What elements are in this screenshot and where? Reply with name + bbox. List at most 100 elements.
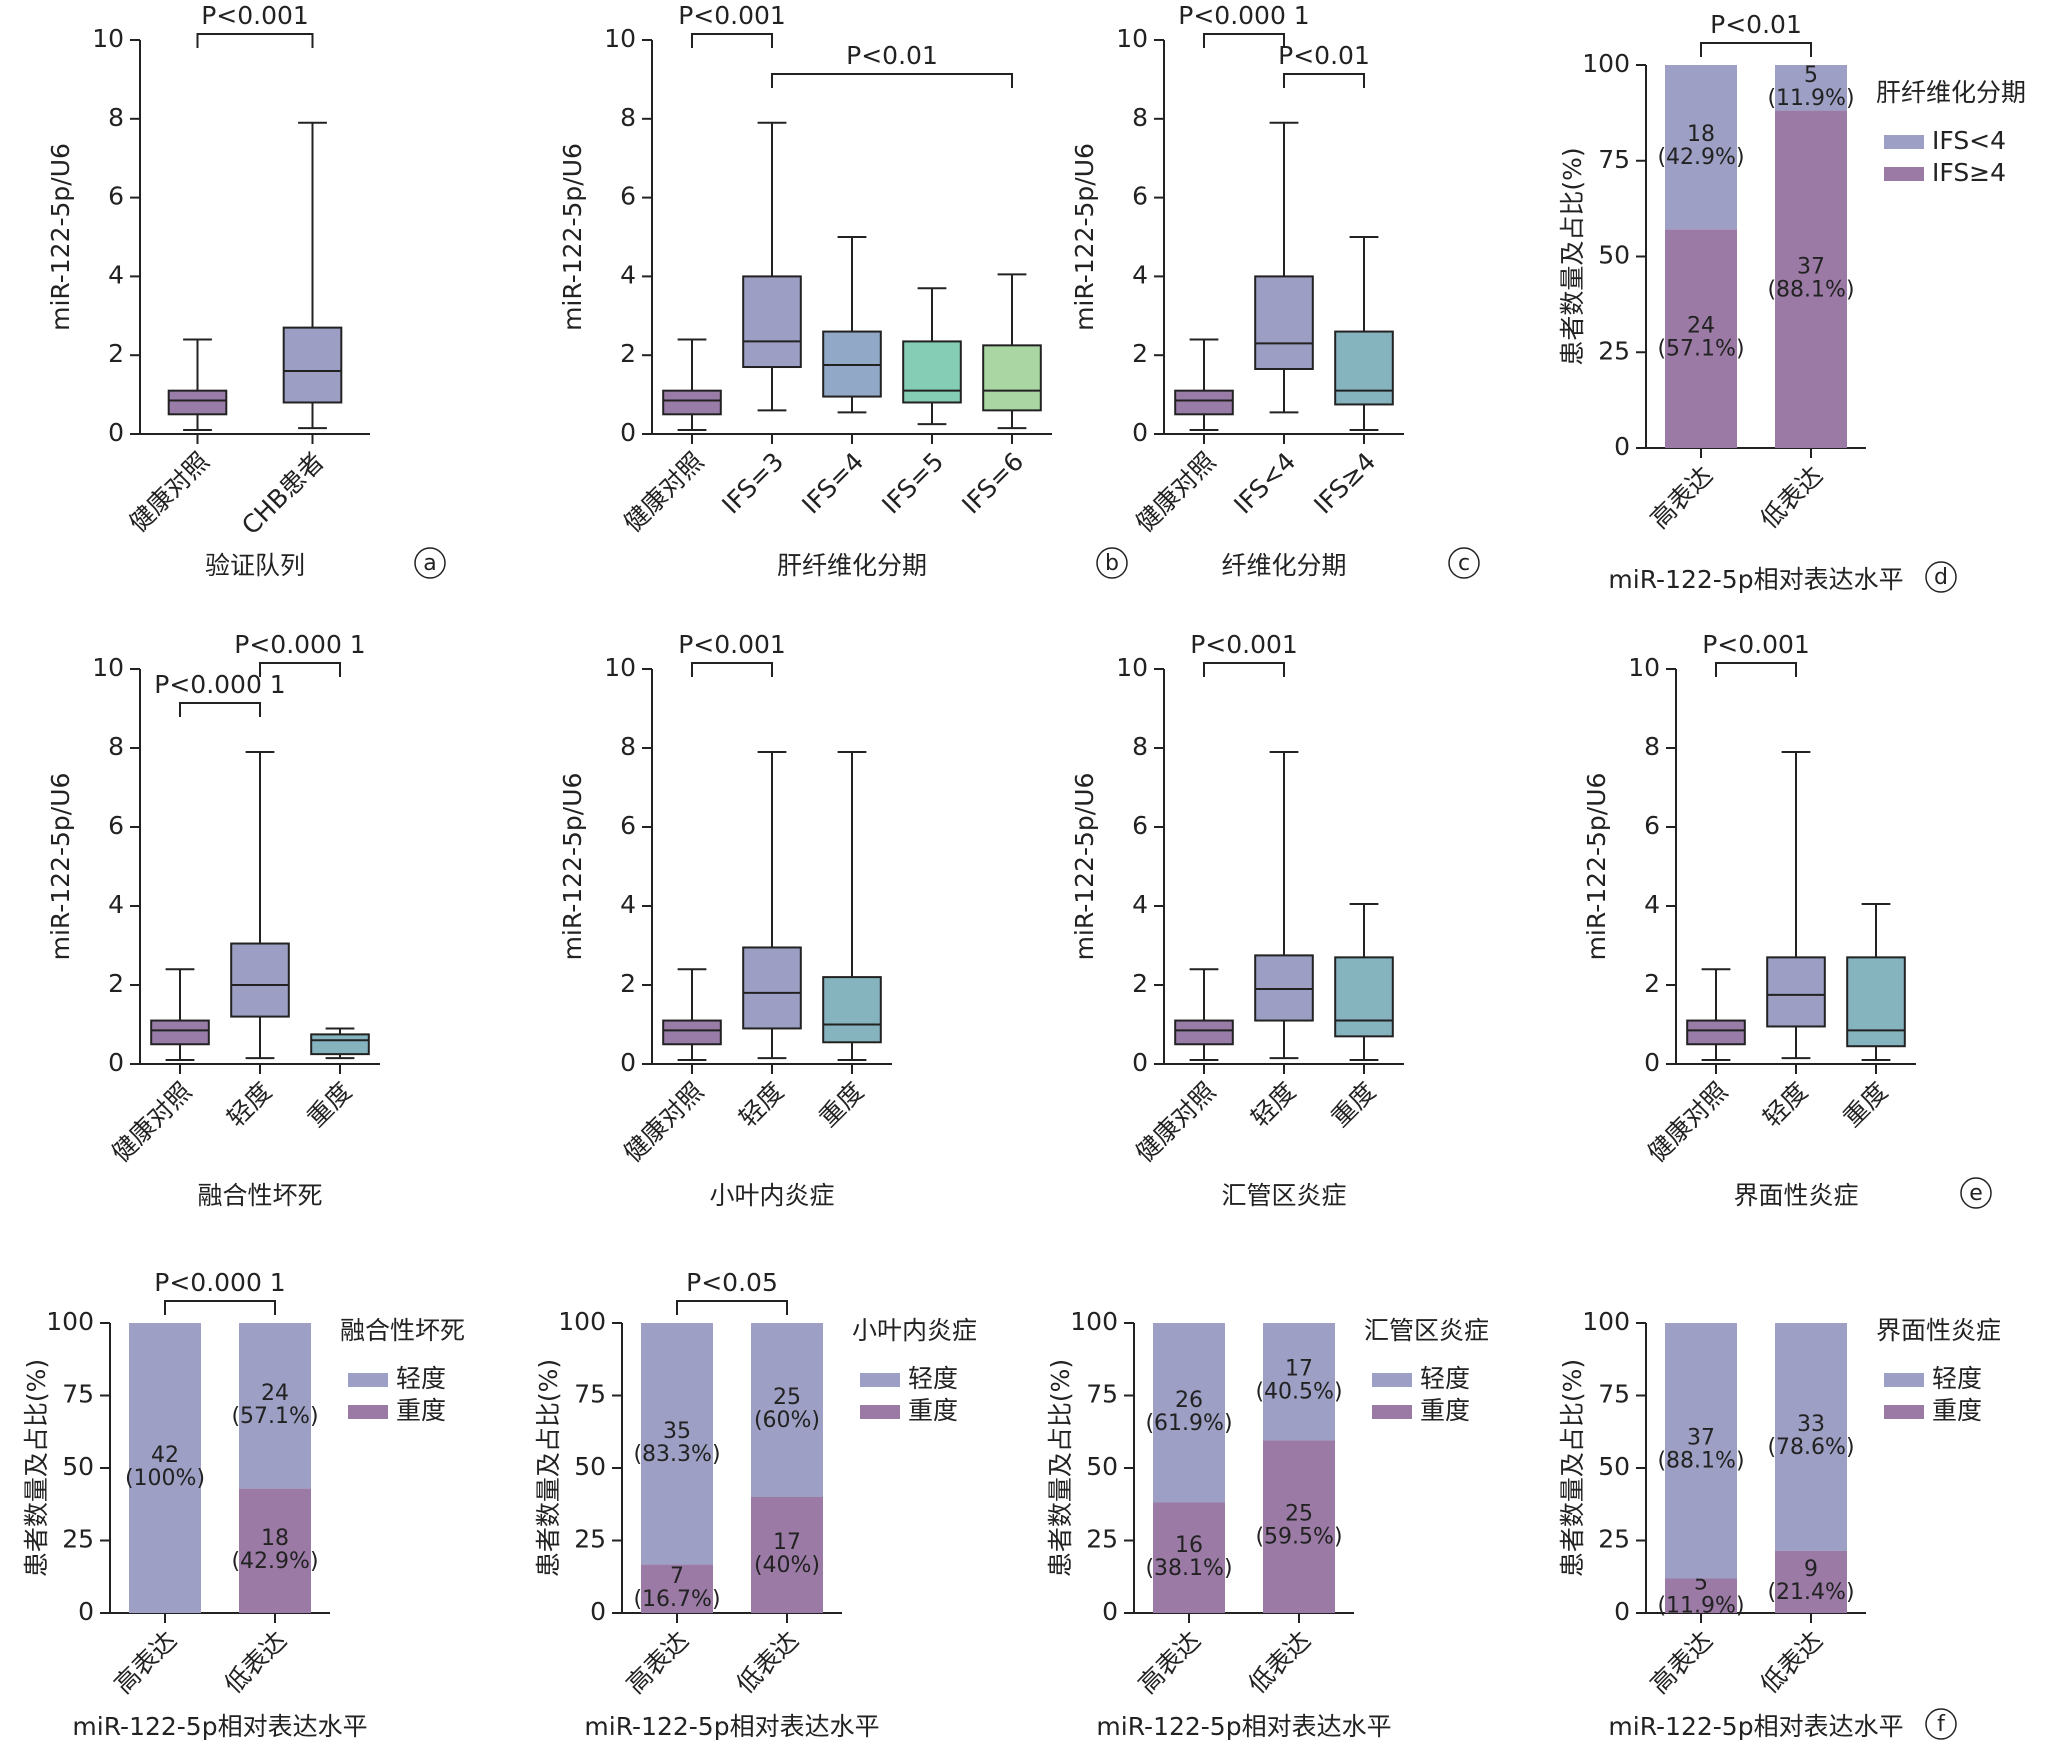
- y-tick-label: 10: [1116, 653, 1148, 682]
- box: [167, 389, 228, 416]
- y-tick-label: 2: [108, 969, 124, 998]
- legend-swatch: [348, 1405, 388, 1419]
- legend-swatch: [860, 1373, 900, 1387]
- value-label: (16.7%): [633, 1587, 720, 1612]
- count-label: 42: [151, 1443, 179, 1468]
- y-tick-label: 10: [604, 24, 636, 53]
- x-axis-label: 汇管区炎症: [1221, 1181, 1346, 1210]
- legend-swatch: [1372, 1405, 1412, 1419]
- count-label: 9: [1804, 1557, 1818, 1582]
- significance-bracket: [1203, 33, 1285, 48]
- bar-segment: [1665, 1578, 1737, 1613]
- count-label: 18: [1687, 122, 1715, 147]
- x-tick-label: 低表达: [1755, 461, 1829, 535]
- significance-bracket: [1700, 42, 1812, 57]
- bar-segment: [1153, 1502, 1225, 1613]
- y-tick-label: 4: [1132, 260, 1148, 289]
- panel-badge: [1096, 547, 1128, 579]
- bar-segment: [1263, 1323, 1335, 1441]
- x-tick-label: 健康对照: [106, 1077, 197, 1168]
- x-tick-label: 重度: [813, 1077, 869, 1133]
- y-tick-label: 6: [1644, 811, 1660, 840]
- y-tick-label: 2: [1132, 339, 1148, 368]
- significance-bracket: [771, 73, 1013, 88]
- y-tick-label: 100: [558, 1307, 606, 1336]
- y-tick-label: 8: [620, 103, 636, 132]
- x-tick-label: 重度: [1837, 1077, 1893, 1133]
- value-label: (21.4%): [1767, 1580, 1854, 1605]
- y-tick-label: 75: [1598, 145, 1630, 174]
- legend-label: 轻度: [1420, 1364, 1470, 1393]
- y-tick-label: 6: [108, 182, 124, 211]
- value-label: (11.9%): [1657, 1594, 1744, 1619]
- significance-label: P<0.001: [678, 630, 786, 659]
- legend-swatch: [1884, 167, 1924, 181]
- count-label: 24: [261, 1381, 289, 1406]
- bar-segment: [1775, 1323, 1847, 1551]
- x-tick-label: IFS=6: [956, 447, 1029, 520]
- value-label: (100%): [125, 1466, 205, 1491]
- y-tick-label: 50: [1598, 241, 1630, 270]
- value-label: (42.9%): [1657, 145, 1744, 170]
- y-tick-label: 0: [620, 1048, 636, 1077]
- significance-bracket: [164, 1300, 276, 1315]
- value-label: (60%): [754, 1408, 820, 1433]
- y-tick-label: 75: [1598, 1380, 1630, 1409]
- y-tick-label: 10: [1628, 653, 1660, 682]
- count-label: 37: [1797, 254, 1825, 279]
- count-label: 24: [1687, 314, 1715, 339]
- x-tick-label: IFS≥4: [1308, 447, 1381, 520]
- count-label: 5: [1804, 63, 1818, 88]
- legend-label: 重度: [396, 1396, 446, 1425]
- y-tick-label: 6: [108, 811, 124, 840]
- y-axis-label: 患者数量及占比(%): [1046, 1359, 1075, 1577]
- y-tick-label: 10: [604, 653, 636, 682]
- x-tick-label: 高表达: [1645, 1626, 1719, 1700]
- value-label: (40.5%): [1255, 1380, 1342, 1405]
- panel-letter: d: [1934, 565, 1948, 590]
- y-tick-label: 0: [78, 1597, 94, 1626]
- x-tick-label: 高表达: [1133, 1626, 1207, 1700]
- bar-segment: [1665, 229, 1737, 448]
- box: [1766, 956, 1826, 1028]
- y-tick-label: 0: [1614, 432, 1630, 461]
- x-tick-label: 轻度: [1245, 1077, 1301, 1133]
- x-tick-label: 重度: [1325, 1077, 1381, 1133]
- box: [742, 275, 802, 369]
- x-tick-label: IFS=4: [796, 447, 869, 520]
- panel-badge: [1448, 547, 1480, 579]
- y-axis-label: miR-122-5p/U6: [46, 143, 75, 331]
- x-tick-label: 健康对照: [1642, 1077, 1733, 1168]
- x-tick-label: 低表达: [219, 1626, 293, 1700]
- value-label: (57.1%): [1657, 337, 1744, 362]
- box: [1334, 330, 1394, 406]
- panel-badge: [414, 547, 446, 579]
- legend-title: 融合性坏死: [340, 1316, 465, 1345]
- y-tick-label: 6: [620, 811, 636, 840]
- y-tick-label: 10: [92, 24, 124, 53]
- y-axis-label: 患者数量及占比(%): [1558, 147, 1587, 365]
- bar-segment: [239, 1488, 311, 1613]
- y-tick-label: 2: [620, 339, 636, 368]
- count-label: 37: [1687, 1426, 1715, 1451]
- significance-bracket: [196, 33, 314, 48]
- legend-label: IFS<4: [1932, 126, 2006, 155]
- x-tick-label: 高表达: [1645, 461, 1719, 535]
- legend-title: 汇管区炎症: [1364, 1316, 1489, 1345]
- panel-letter: f: [1937, 1712, 1946, 1737]
- y-tick-label: 0: [108, 418, 124, 447]
- y-tick-label: 2: [620, 969, 636, 998]
- y-tick-label: 0: [1132, 1048, 1148, 1077]
- box: [1334, 956, 1394, 1038]
- significance-label: P<0.05: [686, 1268, 778, 1297]
- value-label: (42.9%): [231, 1549, 318, 1574]
- y-axis-label: miR-122-5p/U6: [558, 773, 587, 961]
- significance-label: P<0.01: [1278, 41, 1370, 70]
- box: [662, 1019, 722, 1046]
- value-label: (61.9%): [1145, 1411, 1232, 1436]
- legend-swatch: [1884, 1405, 1924, 1419]
- x-tick-label: 健康对照: [618, 447, 709, 538]
- bar-segment: [751, 1497, 823, 1613]
- legend-label: IFS≥4: [1932, 158, 2006, 187]
